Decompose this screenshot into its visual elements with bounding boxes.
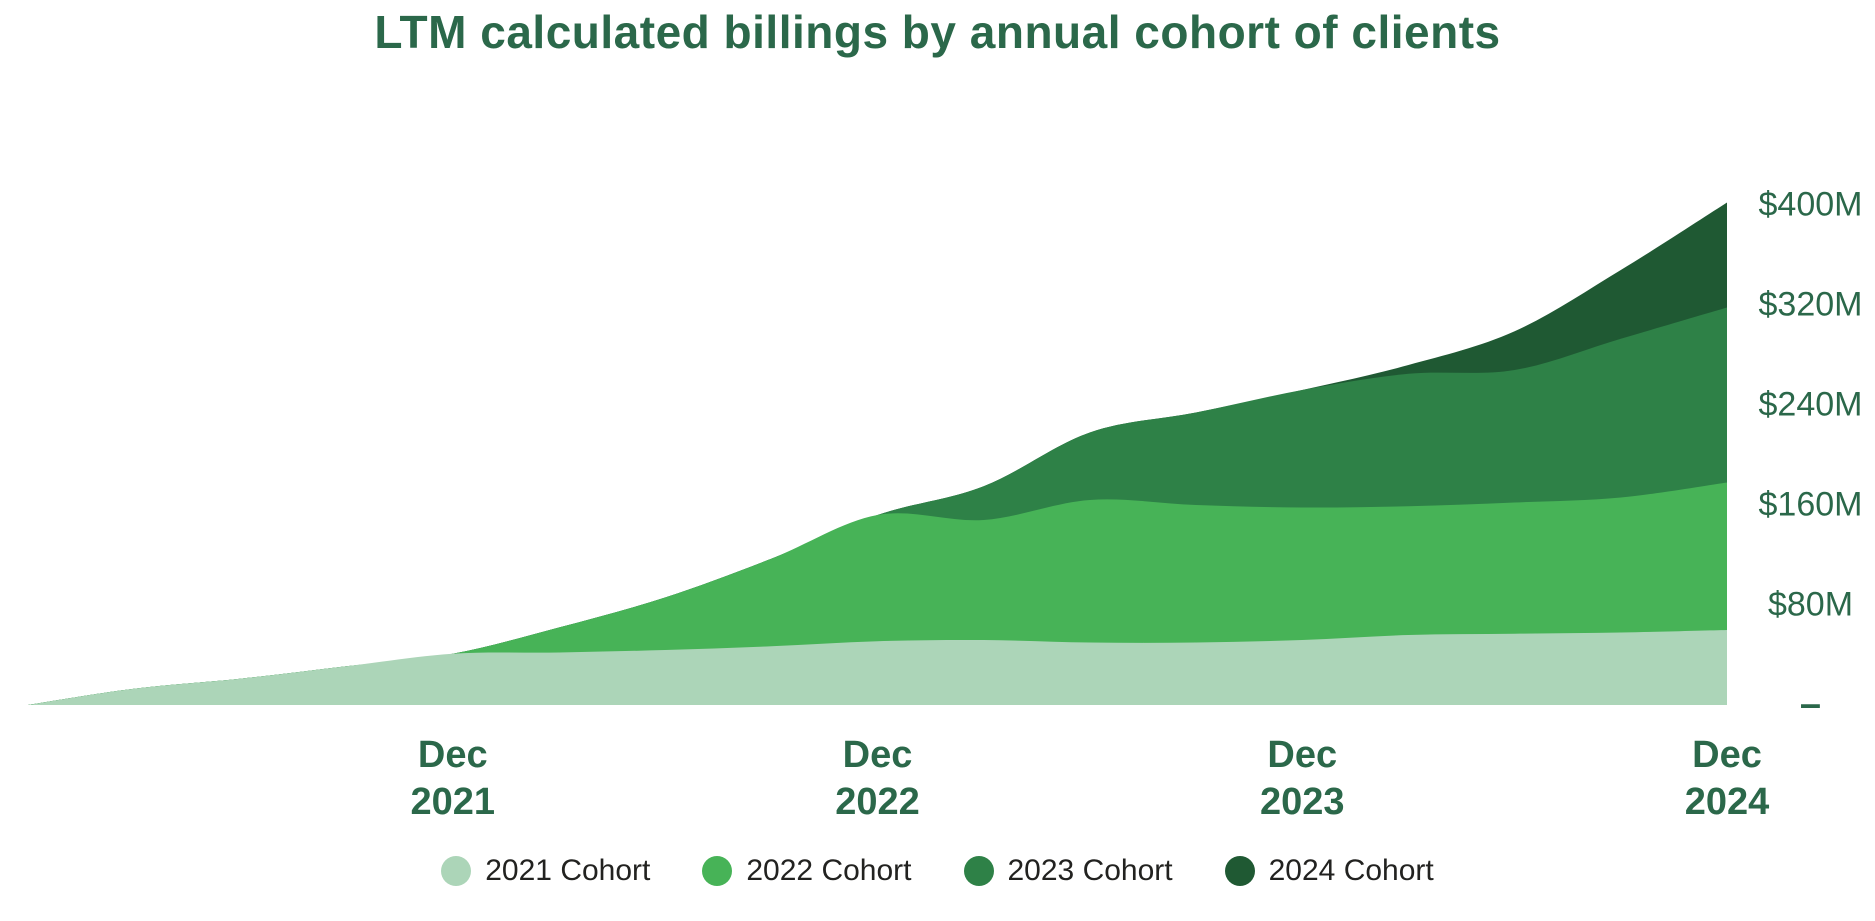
legend-swatch-icon	[1224, 856, 1255, 886]
x-axis-tick-text: 2024	[1684, 781, 1770, 823]
y-axis-tick-label: $240M	[1758, 385, 1863, 424]
legend-label: 2023 Cohort	[1007, 854, 1173, 887]
y-axis-tick-label: –	[1799, 683, 1822, 726]
x-axis-tick-text: 2022	[835, 781, 920, 823]
x-axis-tick-text: 2021	[410, 781, 496, 823]
legend-swatch-icon	[441, 856, 472, 886]
x-axis-tick-label: Dec 2023	[1182, 732, 1422, 826]
x-axis-tick-label: Dec 2022	[758, 732, 998, 826]
legend-label: 2021 Cohort	[485, 854, 651, 887]
x-axis-tick-label: Dec 2024	[1607, 732, 1847, 826]
x-axis-tick-text: Dec	[1692, 734, 1762, 776]
x-axis-tick-text: 2023	[1259, 781, 1345, 823]
legend-item: 2021 Cohort	[441, 854, 650, 888]
chart-title: LTM calculated billings by annual cohort…	[374, 6, 1501, 58]
legend-item: 2024 Cohort	[1224, 854, 1434, 888]
x-axis-tick-label: Dec 2021	[333, 732, 573, 826]
legend: 2021 Cohort 2022 Cohort 2023 Cohort 2024 Co…	[0, 854, 1875, 888]
legend-item: 2023 Cohort	[963, 854, 1173, 888]
legend-label: 2022 Cohort	[746, 854, 912, 887]
legend-swatch-icon	[963, 856, 994, 886]
y-axis-tick-label: $80M	[1767, 585, 1854, 624]
y-axis-tick-label: $160M	[1758, 485, 1863, 524]
y-axis-tick-label: $400M	[1758, 185, 1863, 224]
area-2021-cohort	[28, 630, 1727, 705]
legend-label: 2024 Cohort	[1268, 854, 1434, 887]
x-axis-tick-text: Dec	[417, 734, 488, 776]
legend-swatch-icon	[702, 856, 733, 886]
legend-item: 2022 Cohort	[702, 854, 912, 888]
y-axis-tick-label: $320M	[1758, 285, 1863, 324]
x-axis-tick-text: Dec	[1267, 734, 1338, 776]
x-axis-tick-text: Dec	[842, 734, 913, 776]
